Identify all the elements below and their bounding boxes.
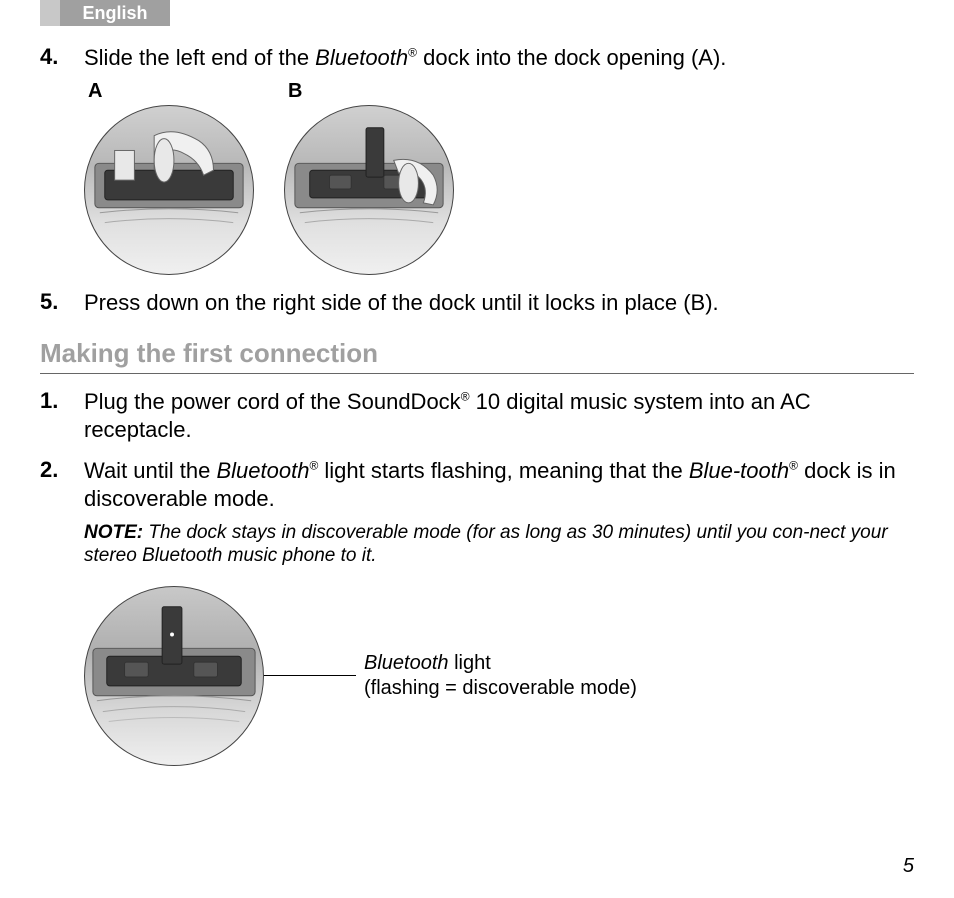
step-4: 4. Slide the left end of the Bluetooth® … [40, 44, 914, 72]
illustration-a-block: A [84, 80, 254, 275]
step-1-text: Plug the power cord of the SoundDock® 10… [84, 388, 914, 443]
registered-mark: ® [408, 46, 417, 60]
step-4-text-b: dock into the dock opening (A). [417, 45, 726, 70]
registered-mark: ® [789, 459, 798, 473]
tab-english[interactable]: English [60, 0, 170, 26]
illustration-b [284, 105, 454, 275]
bluetooth-word: Bluetooth [216, 458, 309, 483]
step-4-number: 4. [40, 44, 84, 72]
step-1-number: 1. [40, 388, 84, 443]
step-2-text-a: Wait until the [84, 458, 216, 483]
step-1-text-a: Plug the power cord of the SoundDock [84, 389, 461, 414]
section-divider [40, 373, 914, 374]
bluetooth-word: Bluetooth [364, 652, 449, 674]
illustration-b-label: B [288, 80, 454, 103]
illustration-row-ab: A B [84, 80, 914, 275]
bluetooth-light-row: Bluetooth light (flashing = discoverable… [84, 586, 914, 766]
illustration-a [84, 105, 254, 275]
illustration-b-block: B [284, 80, 454, 275]
callout-lead-line [256, 675, 356, 676]
step-1: 1. Plug the power cord of the SoundDock®… [40, 388, 914, 443]
language-tab-bar: English [40, 0, 914, 30]
step-4-text-a: Slide the left end of the [84, 45, 315, 70]
step-5: 5. Press down on the right side of the d… [40, 289, 914, 317]
registered-mark: ® [461, 390, 470, 404]
registered-mark: ® [309, 459, 318, 473]
step-2-text-b: light starts flashing, meaning that the [318, 458, 689, 483]
bluetooth-light-callout: Bluetooth light (flashing = discoverable… [364, 651, 637, 701]
step-5-text: Press down on the right side of the dock… [84, 289, 914, 317]
illustration-a-label: A [88, 80, 254, 103]
step-4-text: Slide the left end of the Bluetooth® doc… [84, 44, 914, 72]
page-number: 5 [903, 855, 914, 878]
step-5-number: 5. [40, 289, 84, 317]
illustration-bluetooth-light [84, 586, 264, 766]
callout-line1-b: light [449, 652, 491, 674]
callout-line2: (flashing = discoverable mode) [364, 677, 637, 699]
bluetooth-word: Bluetooth [315, 45, 408, 70]
section-title: Making the first connection [40, 338, 914, 369]
step-2-number: 2. [40, 457, 84, 512]
note-text: The dock stays in discoverable mode (for… [84, 522, 888, 566]
step-2-text: Wait until the Bluetooth® light starts f… [84, 457, 914, 512]
bluetooth-word: Blue-tooth [689, 458, 789, 483]
note-label: NOTE: [84, 522, 143, 543]
step-2: 2. Wait until the Bluetooth® light start… [40, 457, 914, 512]
note-block: NOTE: The dock stays in discoverable mod… [84, 522, 914, 568]
tab-spacer [40, 0, 60, 26]
